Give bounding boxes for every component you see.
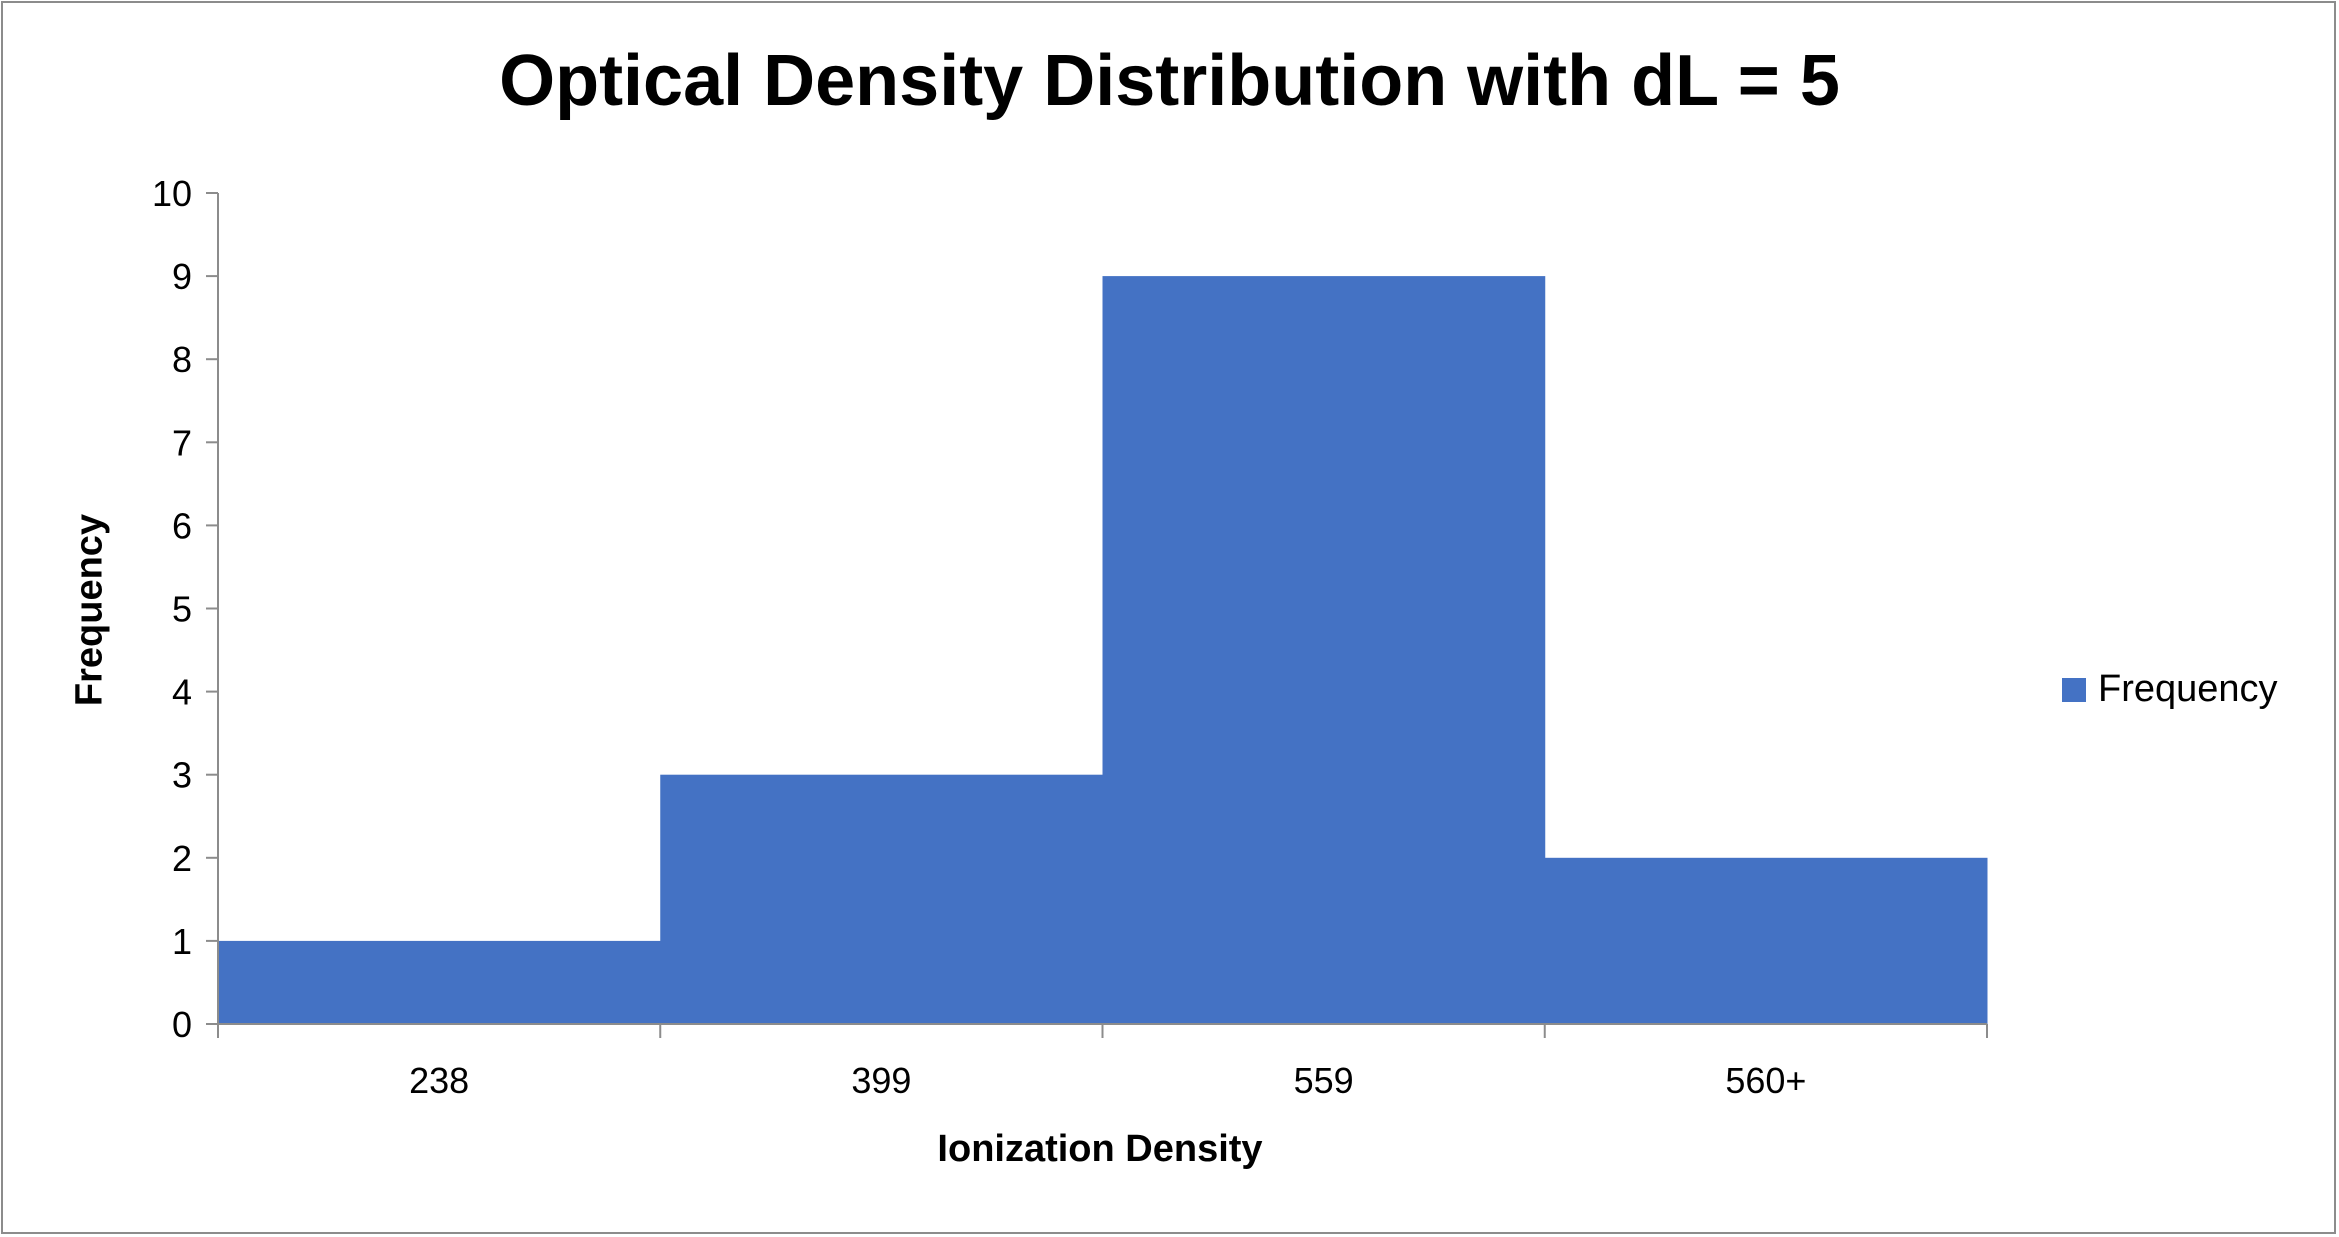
y-tick-label: 6 — [172, 505, 192, 546]
y-tick-label: 8 — [172, 339, 192, 380]
y-tick-label: 9 — [172, 256, 192, 297]
chart-title: Optical Density Distribution with dL = 5 — [499, 41, 1840, 121]
y-tick-label: 1 — [172, 921, 192, 962]
y-tick-label: 3 — [172, 755, 192, 796]
bar-399 — [660, 774, 1103, 1024]
legend-label: Frequency — [2098, 668, 2278, 710]
x-tick-label: 399 — [851, 1060, 911, 1101]
y-tick-label: 7 — [172, 422, 192, 463]
x-tick-label: 560+ — [1725, 1060, 1806, 1101]
y-tick-label: 2 — [172, 838, 192, 879]
x-axis-label: Ionization Density — [937, 1128, 1263, 1170]
bars-group — [218, 276, 1988, 1025]
x-tick-label: 238 — [409, 1060, 469, 1101]
bar-238 — [218, 940, 661, 1024]
legend: Frequency — [2062, 668, 2278, 711]
x-ticks-group: 238 399 559 560+ — [217, 1024, 1988, 1101]
y-tick-label: 10 — [152, 173, 192, 214]
y-tick-label: 0 — [172, 1004, 192, 1045]
bar-560+ — [1544, 857, 1988, 1024]
y-ticks-group: 0 1 2 3 4 5 6 7 8 9 10 — [152, 173, 218, 1045]
legend-swatch — [2062, 677, 2086, 702]
bar-559 — [1102, 276, 1546, 1025]
y-tick-label: 5 — [172, 589, 192, 630]
y-tick-label: 4 — [172, 672, 192, 713]
x-tick-label: 559 — [1294, 1060, 1354, 1101]
